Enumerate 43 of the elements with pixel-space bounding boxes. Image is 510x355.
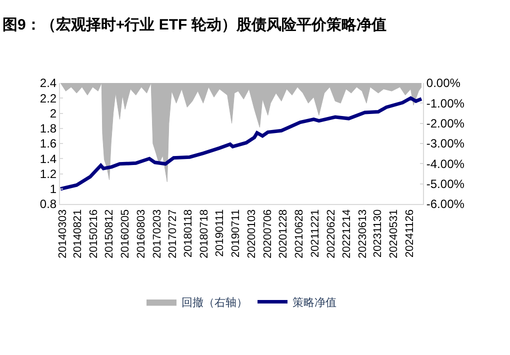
y2-tick-label: -3.00% bbox=[426, 136, 465, 151]
line-series bbox=[60, 96, 423, 191]
x-tick-label: 20231130 bbox=[372, 209, 384, 258]
x-tick-label: 20180718 bbox=[198, 209, 211, 258]
legend-label: 策略净值 bbox=[292, 297, 336, 310]
x-tick-label: 20240531 bbox=[388, 209, 400, 258]
y2-tick-label: -6.00% bbox=[426, 197, 465, 212]
x-tick-label: 20230613 bbox=[357, 209, 370, 258]
y2-tick-label: -4.00% bbox=[426, 156, 465, 171]
y2-tick-label: -5.00% bbox=[426, 177, 465, 192]
x-tick-label: 20150216 bbox=[88, 209, 100, 258]
y-tick-label: 2.4 bbox=[40, 76, 57, 90]
y-tick-label: 2 bbox=[50, 106, 57, 120]
x-tick-label: 20170727 bbox=[167, 209, 180, 258]
x-tick-label: 20241126 bbox=[404, 209, 416, 258]
x-tick-label: 20211221 bbox=[309, 209, 322, 258]
y-tick-label: 1.4 bbox=[40, 152, 57, 166]
x-tick-label: 20160205 bbox=[119, 209, 132, 258]
x-tick-label: 20201228 bbox=[278, 209, 290, 258]
x-tick-label: 20170203 bbox=[152, 209, 164, 258]
x-tick-label: 20140821 bbox=[72, 209, 84, 258]
x-tick-label: 20220622 bbox=[326, 209, 338, 258]
x-tick-label: 20140303 bbox=[57, 209, 70, 258]
y2-tick-label: -2.00% bbox=[426, 116, 465, 131]
y-tick-label: 1.2 bbox=[40, 166, 57, 181]
x-tick-label: 20200103 bbox=[246, 209, 258, 258]
x-tick-label: 20200706 bbox=[262, 209, 274, 258]
y-tick-label: 0.8 bbox=[40, 197, 57, 212]
y-tick-label: 2.2 bbox=[40, 91, 57, 106]
x-tick-label: 20190711 bbox=[230, 209, 242, 258]
y-tick-label: 1.6 bbox=[40, 136, 57, 151]
x-tick-label: 20180118 bbox=[182, 209, 195, 258]
chart-title: 图9：（宏观择时+行业 ETF 轮动）股债风险平价策略净值 bbox=[2, 15, 386, 34]
y2-tick-label: -1.00% bbox=[426, 96, 465, 110]
legend-label: 回撤（右轴） bbox=[182, 296, 248, 310]
y-tick-label: 1.8 bbox=[40, 122, 57, 136]
y2-tick-label: 0.00% bbox=[426, 76, 461, 90]
x-tick-label: 20150812 bbox=[104, 209, 116, 258]
x-tick-label: 20160803 bbox=[135, 209, 148, 258]
y-tick-label: 1 bbox=[50, 182, 57, 196]
x-tick-label: 20221214 bbox=[340, 209, 353, 258]
x-tick-label: 20210628 bbox=[294, 209, 306, 258]
x-tick-label: 20190111 bbox=[214, 209, 226, 257]
